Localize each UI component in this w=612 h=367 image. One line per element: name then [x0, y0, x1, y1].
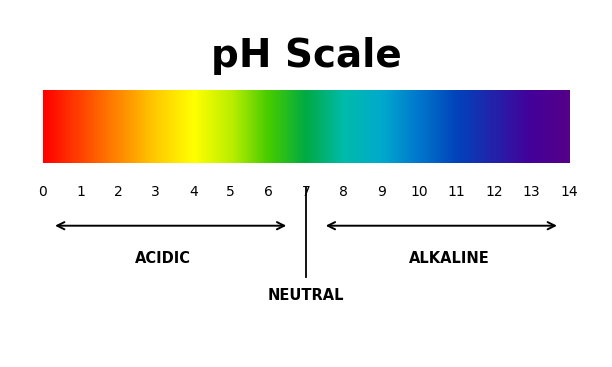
Text: 14: 14: [561, 185, 578, 199]
Text: 7: 7: [302, 185, 310, 199]
Text: 0: 0: [39, 185, 47, 199]
Text: 4: 4: [189, 185, 198, 199]
Text: 13: 13: [523, 185, 540, 199]
Text: 5: 5: [226, 185, 235, 199]
Text: ACIDIC: ACIDIC: [135, 251, 191, 266]
Text: 11: 11: [447, 185, 465, 199]
Text: pH Scale: pH Scale: [211, 37, 401, 75]
Text: 8: 8: [339, 185, 348, 199]
Text: ALKALINE: ALKALINE: [408, 251, 489, 266]
Text: NEUTRAL: NEUTRAL: [268, 288, 344, 303]
Text: 3: 3: [151, 185, 160, 199]
Text: 2: 2: [114, 185, 122, 199]
Text: 10: 10: [410, 185, 428, 199]
Text: 9: 9: [377, 185, 386, 199]
Text: 6: 6: [264, 185, 273, 199]
Text: 12: 12: [485, 185, 503, 199]
Text: 1: 1: [76, 185, 85, 199]
